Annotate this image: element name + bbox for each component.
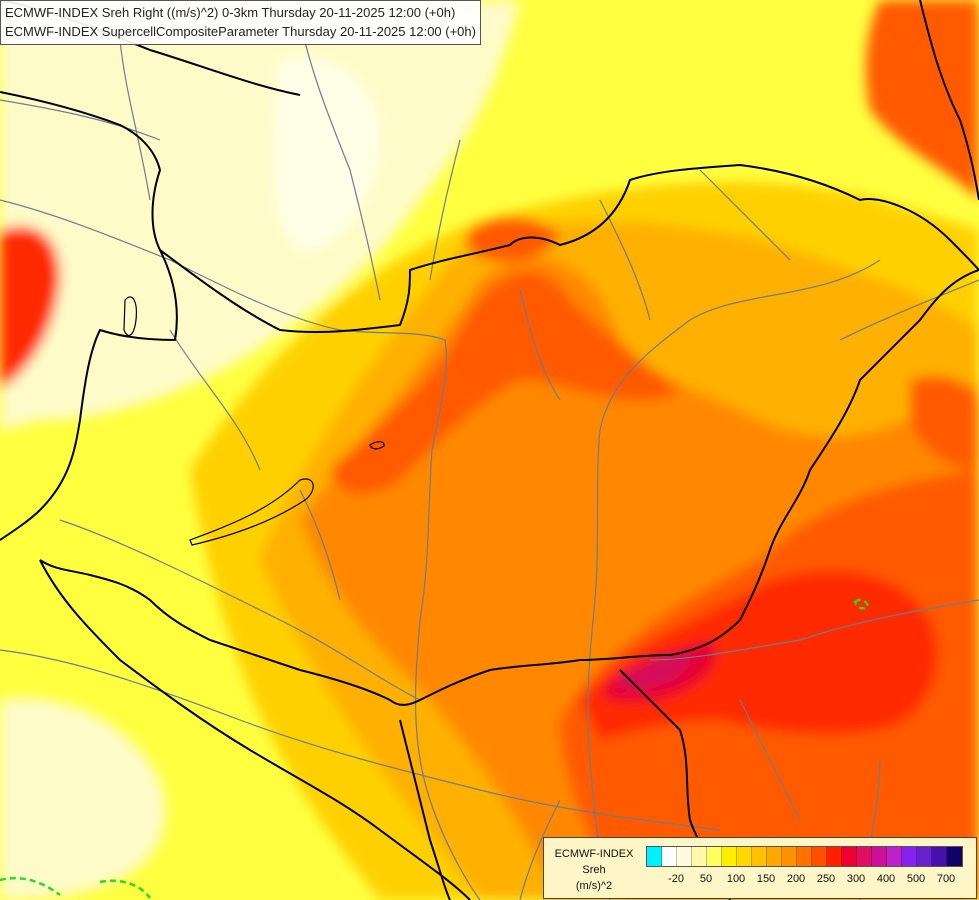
border-hungary-croatia	[39, 559, 391, 701]
field-red-southeast	[580, 570, 938, 740]
legend-tick-label: 200	[786, 873, 806, 885]
legend-swatch	[737, 847, 752, 866]
legend-tick-labels: -20 50 100 150 200 250 300 400 500 700	[646, 873, 972, 889]
field-light-southwest	[0, 698, 166, 900]
map-title-primary: ECMWF-INDEX Sreh Right ((m/s)^2) 0-3km T…	[5, 5, 456, 20]
river-inn	[0, 99, 161, 141]
legend-swatch	[677, 847, 692, 866]
legend-swatch	[827, 847, 842, 866]
river-mures	[649, 599, 979, 661]
lake-small-north	[369, 441, 385, 450]
legend-swatch	[722, 847, 737, 866]
legend-title: ECMWF-INDEX Sreh (m/s)^2	[546, 846, 642, 894]
river-sava-upper	[739, 699, 801, 821]
scp-contours	[0, 598, 870, 899]
map-title-secondary: ECMWF-INDEX SupercellCompositeParameter …	[5, 24, 476, 39]
legend-tick-label: 500	[906, 873, 926, 885]
legend-swatch	[767, 847, 782, 866]
border-serbia-bosnia	[399, 719, 451, 900]
legend-swatch	[857, 847, 872, 866]
legend-swatch	[812, 847, 827, 866]
legend-swatch	[797, 847, 812, 866]
lake-neusiedl	[123, 296, 137, 337]
river-zagyva	[519, 289, 561, 401]
legend-swatch	[872, 847, 887, 866]
field-red-orange-ridge	[330, 271, 680, 494]
legend-tick-label: 150	[756, 873, 776, 885]
river-danube	[0, 199, 481, 900]
river-raba	[169, 329, 261, 471]
legend-tick-label: -20	[668, 873, 684, 885]
legend-swatch	[707, 847, 722, 866]
rivers-layer	[0, 19, 979, 900]
field-magenta-core	[615, 655, 691, 690]
river-hron	[429, 139, 461, 281]
border-slovakia-hungary	[159, 164, 979, 334]
legend-color-bar	[646, 846, 963, 867]
river-balaton-outflow	[299, 489, 341, 601]
legend-swatch	[692, 847, 707, 866]
river-vah	[299, 19, 381, 301]
scp-contour-east	[853, 598, 870, 610]
river-upper-tisza	[699, 169, 791, 261]
river-somes	[839, 279, 979, 341]
field-red-west	[0, 226, 60, 390]
legend-swatch	[887, 847, 902, 866]
river-sajo	[599, 199, 651, 321]
river-tisza	[587, 259, 881, 900]
river-morava	[119, 39, 151, 201]
field-pale-north	[274, 58, 380, 250]
legend-variable: Sreh	[582, 864, 606, 876]
legend-tick-label: 250	[816, 873, 836, 885]
field-red-east	[910, 376, 979, 470]
border-hungary-serbia	[389, 659, 581, 706]
legend-swatch	[647, 847, 662, 866]
legend-source: ECMWF-INDEX	[554, 848, 634, 860]
legend-tick-label: 300	[846, 873, 866, 885]
border-croatia-bosnia	[39, 559, 471, 900]
legend-swatch	[947, 847, 962, 866]
river-velika-morava	[519, 799, 561, 900]
legend-swatch	[752, 847, 767, 866]
legend-tick-label: 400	[876, 873, 896, 885]
field-light-north	[0, 0, 520, 430]
lakes-layer	[123, 296, 385, 546]
border-romania-moldova	[919, 0, 979, 201]
legend-swatch	[782, 847, 797, 866]
scp-contour-southwest	[0, 876, 152, 899]
map-title-box: ECMWF-INDEX Sreh Right ((m/s)^2) 0-3km T…	[0, 0, 481, 45]
color-legend: ECMWF-INDEX Sreh (m/s)^2 -20 50 100 150 200 2…	[543, 837, 977, 899]
legend-swatch	[902, 847, 917, 866]
border-austria-hungary	[0, 249, 178, 541]
legend-swatch	[662, 847, 677, 866]
legend-tick-label: 700	[936, 873, 956, 885]
border-czech-austria	[0, 91, 161, 251]
legend-tick-label: 100	[726, 873, 746, 885]
river-drava	[59, 519, 421, 701]
lake-balaton	[189, 478, 314, 546]
border-ukraine-romania	[579, 269, 979, 661]
legend-swatch	[917, 847, 932, 866]
legend-swatch	[842, 847, 857, 866]
legend-unit: (m/s)^2	[575, 880, 613, 892]
river-sava	[0, 649, 721, 831]
legend-swatch	[932, 847, 947, 866]
legend-tick-label: 50	[699, 873, 713, 885]
field-red-northeast	[865, 0, 979, 200]
